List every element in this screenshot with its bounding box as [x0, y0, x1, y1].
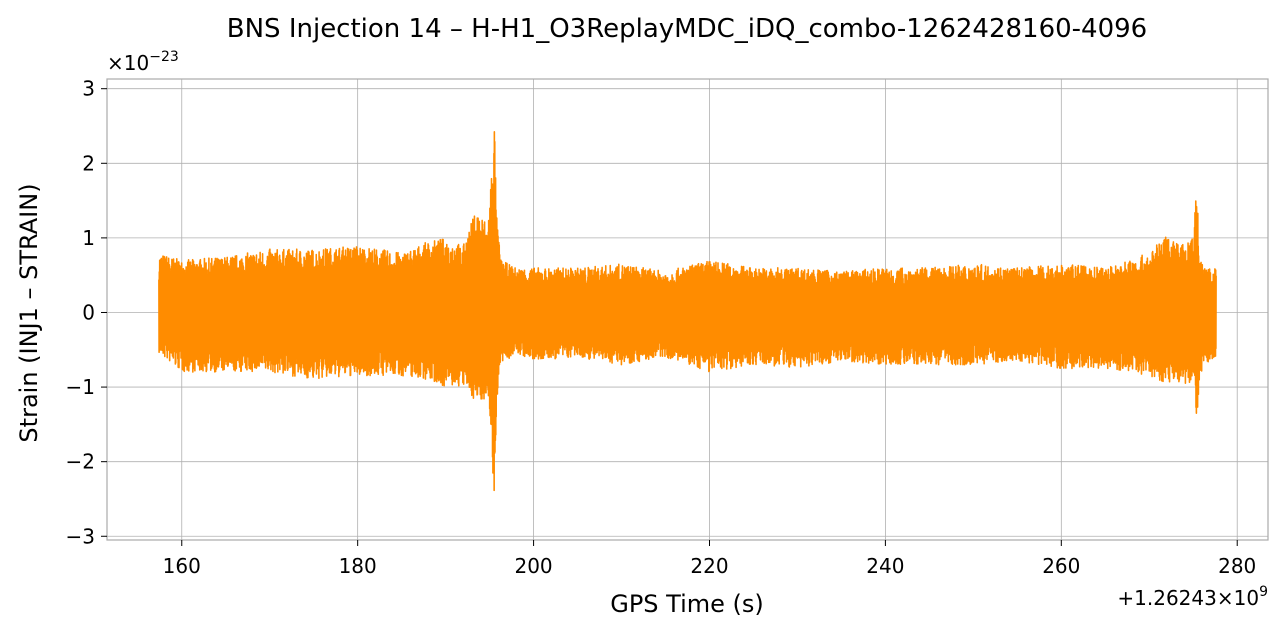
x-tick-label: 200 [514, 554, 552, 578]
y-axis-scale-label: ×10−23 [107, 49, 179, 75]
ticks: 160 180 200 220 240 260 280 −3 −2 −1 0 1 2 3 [66, 77, 1257, 578]
x-tick-label: 260 [1042, 554, 1080, 578]
x-axis-offset-label: +1.26243×109 [1117, 584, 1268, 610]
x-axis-label: GPS Time (s) [610, 590, 764, 618]
y-tick-label: 0 [82, 300, 95, 324]
y-tick-label: −3 [66, 524, 95, 548]
y-tick-label: 2 [82, 151, 95, 175]
y-tick-label: −2 [66, 450, 95, 474]
y-tick-label: −1 [66, 375, 95, 399]
x-tick-label: 180 [339, 554, 377, 578]
y-axis-label: Strain (INJ1 – STRAIN) [15, 183, 43, 442]
y-tick-label: 1 [82, 226, 95, 250]
x-tick-label: 220 [690, 554, 728, 578]
plot-frame [106, 78, 1269, 541]
y-tick-label: 3 [82, 77, 95, 101]
strain-line [158, 131, 1217, 492]
series-strain [158, 131, 1217, 492]
x-tick-label: 240 [866, 554, 904, 578]
chart-title: BNS Injection 14 – H-H1_O3ReplayMDC_iDQ_… [227, 14, 1147, 44]
x-tick-label: 280 [1218, 554, 1256, 578]
x-tick-label: 160 [163, 554, 201, 578]
